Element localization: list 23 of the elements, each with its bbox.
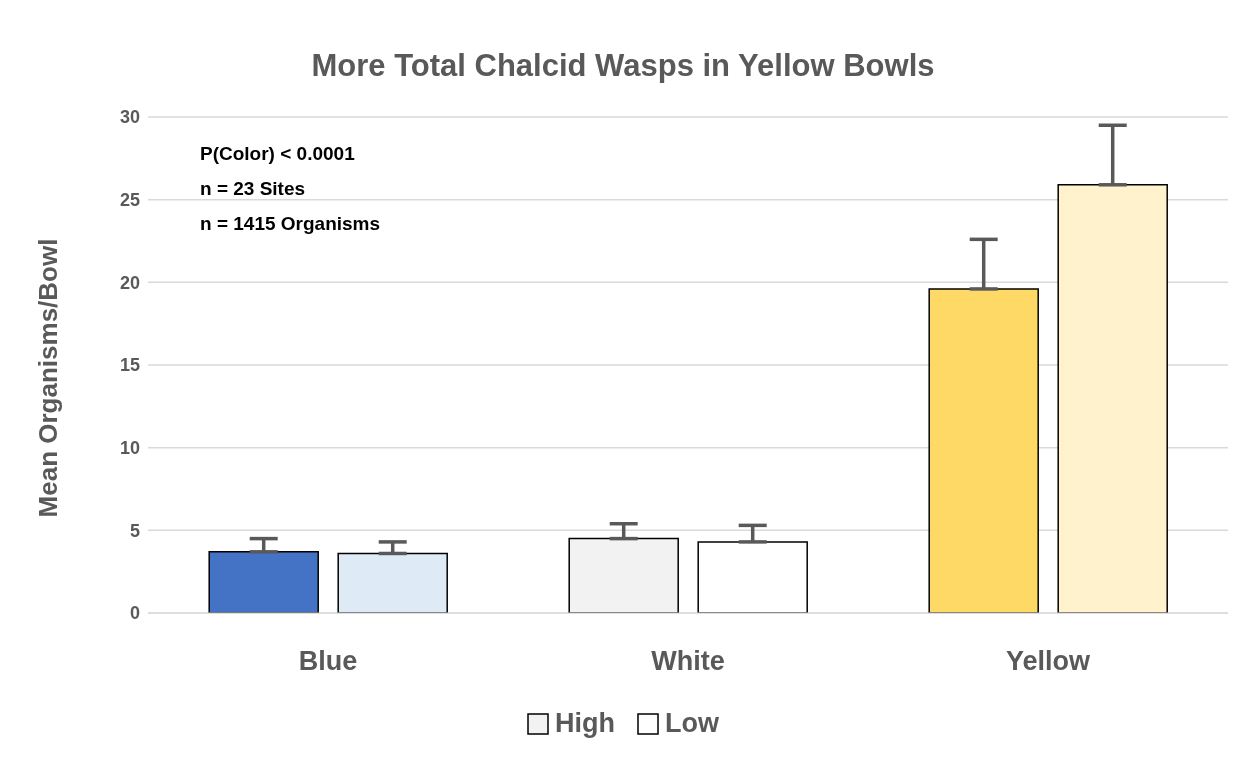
y-tick-label: 30 [119, 107, 140, 128]
x-tick-label: Yellow [1005, 646, 1092, 677]
y-axis-title: Mean Organisms/Bowl [32, 238, 64, 518]
x-tick-label: Blue [298, 646, 358, 677]
y-tick-label: 5 [129, 520, 140, 541]
y-tick-label: 10 [119, 438, 140, 459]
legend-label: High [555, 708, 615, 739]
bar [1057, 184, 1168, 613]
bar [697, 541, 808, 613]
bar [337, 552, 448, 613]
y-tick-label: 15 [119, 355, 140, 376]
bar [208, 551, 319, 613]
y-tick-label: 20 [119, 272, 140, 293]
x-tick-label: White [651, 646, 725, 677]
legend-label: Low [665, 708, 719, 739]
annotation: n = 23 Sites [200, 177, 307, 201]
annotation: P(Color) < 0.0001 [200, 142, 356, 166]
y-tick-label: 25 [119, 190, 140, 211]
bar [928, 288, 1039, 613]
chart-title: More Total Chalcid Wasps in Yellow Bowls [310, 48, 936, 84]
annotation: n = 1415 Organisms [200, 212, 381, 236]
bar [568, 537, 679, 613]
y-tick-label: 0 [129, 603, 140, 624]
